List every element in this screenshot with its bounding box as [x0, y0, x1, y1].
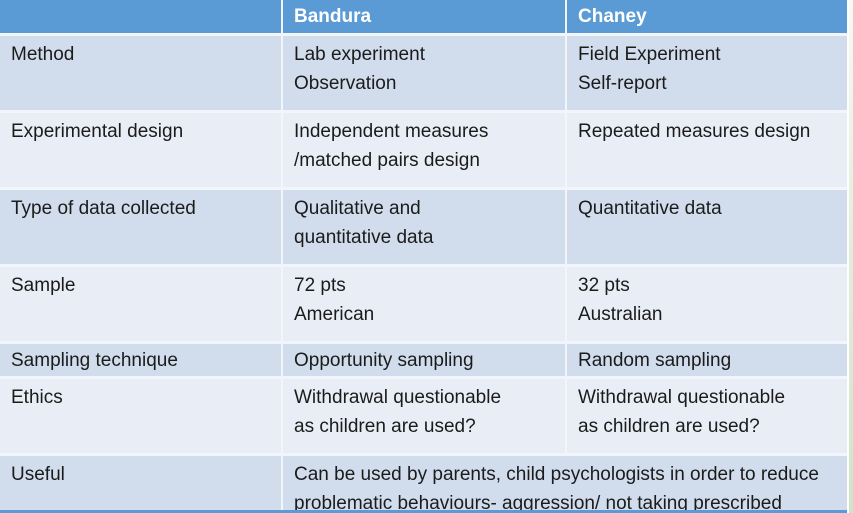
table-bottom-border: [0, 510, 847, 513]
table-row-type-of-data: Type of data collected Qualitative and q…: [0, 190, 847, 267]
header-cell-bandura: Bandura: [281, 0, 565, 36]
table-row-ethics: Ethics Withdrawal questionable as childr…: [0, 379, 847, 456]
ethics-chaney-cell: Withdrawal questionable as children are …: [565, 379, 847, 456]
row-label-sampling-technique: Sampling technique: [0, 344, 281, 379]
experimental-design-bandura-cell: Independent measures /matched pairs desi…: [281, 113, 565, 190]
table-row-sample: Sample 72 pts American 32 pts Australian: [0, 267, 847, 344]
useful-merged-cell: Can be used by parents, child psychologi…: [281, 456, 847, 513]
row-label-sample: Sample: [0, 267, 281, 344]
table-row-sampling-technique: Sampling technique Opportunity sampling …: [0, 344, 847, 379]
method-chaney-cell: Field Experiment Self-report: [565, 36, 847, 113]
type-of-data-bandura-cell: Qualitative and quantitative data: [281, 190, 565, 267]
table-row-useful: Useful Can be used by parents, child psy…: [0, 456, 847, 513]
header-row: Bandura Chaney: [0, 0, 847, 36]
sampling-technique-chaney-cell: Random sampling: [565, 344, 847, 379]
sample-chaney-cell: 32 pts Australian: [565, 267, 847, 344]
sample-bandura-cell: 72 pts American: [281, 267, 565, 344]
type-of-data-chaney-cell: Quantitative data: [565, 190, 847, 267]
sampling-technique-bandura-cell: Opportunity sampling: [281, 344, 565, 379]
method-bandura-cell: Lab experiment Observation: [281, 36, 565, 113]
ethics-bandura-cell: Withdrawal questionable as children are …: [281, 379, 565, 456]
row-label-method: Method: [0, 36, 281, 113]
green-edge-line: [849, 0, 853, 513]
header-cell-blank: [0, 0, 281, 36]
row-label-type-of-data: Type of data collected: [0, 190, 281, 267]
experimental-design-chaney-cell: Repeated measures design: [565, 113, 847, 190]
slide-background-sliver: [847, 0, 853, 513]
row-label-experimental-design: Experimental design: [0, 113, 281, 190]
row-label-ethics: Ethics: [0, 379, 281, 456]
row-label-useful: Useful: [0, 456, 281, 513]
table-row-method: Method Lab experiment Observation Field …: [0, 36, 847, 113]
table-row-experimental-design: Experimental design Independent measures…: [0, 113, 847, 190]
header-cell-chaney: Chaney: [565, 0, 847, 36]
